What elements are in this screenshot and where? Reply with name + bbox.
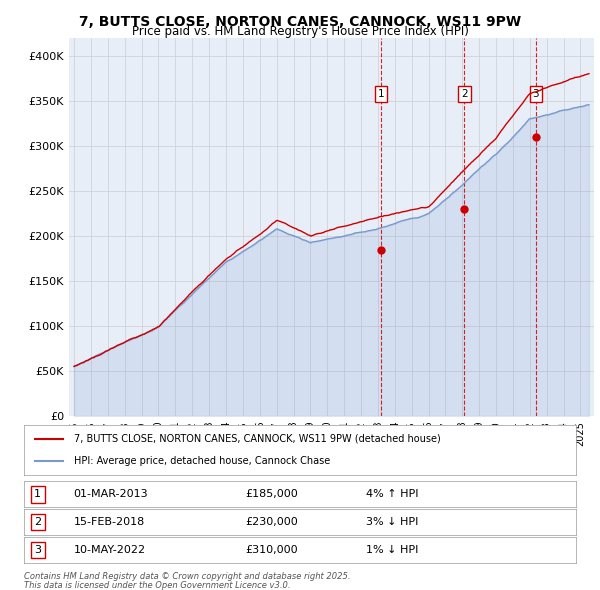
- Text: 3% ↓ HPI: 3% ↓ HPI: [366, 517, 419, 527]
- Text: 1: 1: [34, 490, 41, 499]
- Text: 7, BUTTS CLOSE, NORTON CANES, CANNOCK, WS11 9PW (detached house): 7, BUTTS CLOSE, NORTON CANES, CANNOCK, W…: [74, 434, 440, 444]
- Text: £185,000: £185,000: [245, 490, 298, 499]
- Text: Price paid vs. HM Land Registry's House Price Index (HPI): Price paid vs. HM Land Registry's House …: [131, 25, 469, 38]
- Text: 3: 3: [34, 545, 41, 555]
- Text: £310,000: £310,000: [245, 545, 298, 555]
- Text: 4% ↑ HPI: 4% ↑ HPI: [366, 490, 419, 499]
- Text: 7, BUTTS CLOSE, NORTON CANES, CANNOCK, WS11 9PW: 7, BUTTS CLOSE, NORTON CANES, CANNOCK, W…: [79, 15, 521, 29]
- Text: 15-FEB-2018: 15-FEB-2018: [74, 517, 145, 527]
- Text: HPI: Average price, detached house, Cannock Chase: HPI: Average price, detached house, Cann…: [74, 456, 330, 466]
- Text: 1: 1: [377, 89, 384, 99]
- Text: £230,000: £230,000: [245, 517, 298, 527]
- Text: 2: 2: [34, 517, 41, 527]
- Text: Contains HM Land Registry data © Crown copyright and database right 2025.: Contains HM Land Registry data © Crown c…: [24, 572, 350, 581]
- Text: 3: 3: [533, 89, 539, 99]
- Text: 1% ↓ HPI: 1% ↓ HPI: [366, 545, 419, 555]
- Text: 2: 2: [461, 89, 467, 99]
- Text: This data is licensed under the Open Government Licence v3.0.: This data is licensed under the Open Gov…: [24, 581, 290, 589]
- Text: 10-MAY-2022: 10-MAY-2022: [74, 545, 146, 555]
- Text: 01-MAR-2013: 01-MAR-2013: [74, 490, 148, 499]
